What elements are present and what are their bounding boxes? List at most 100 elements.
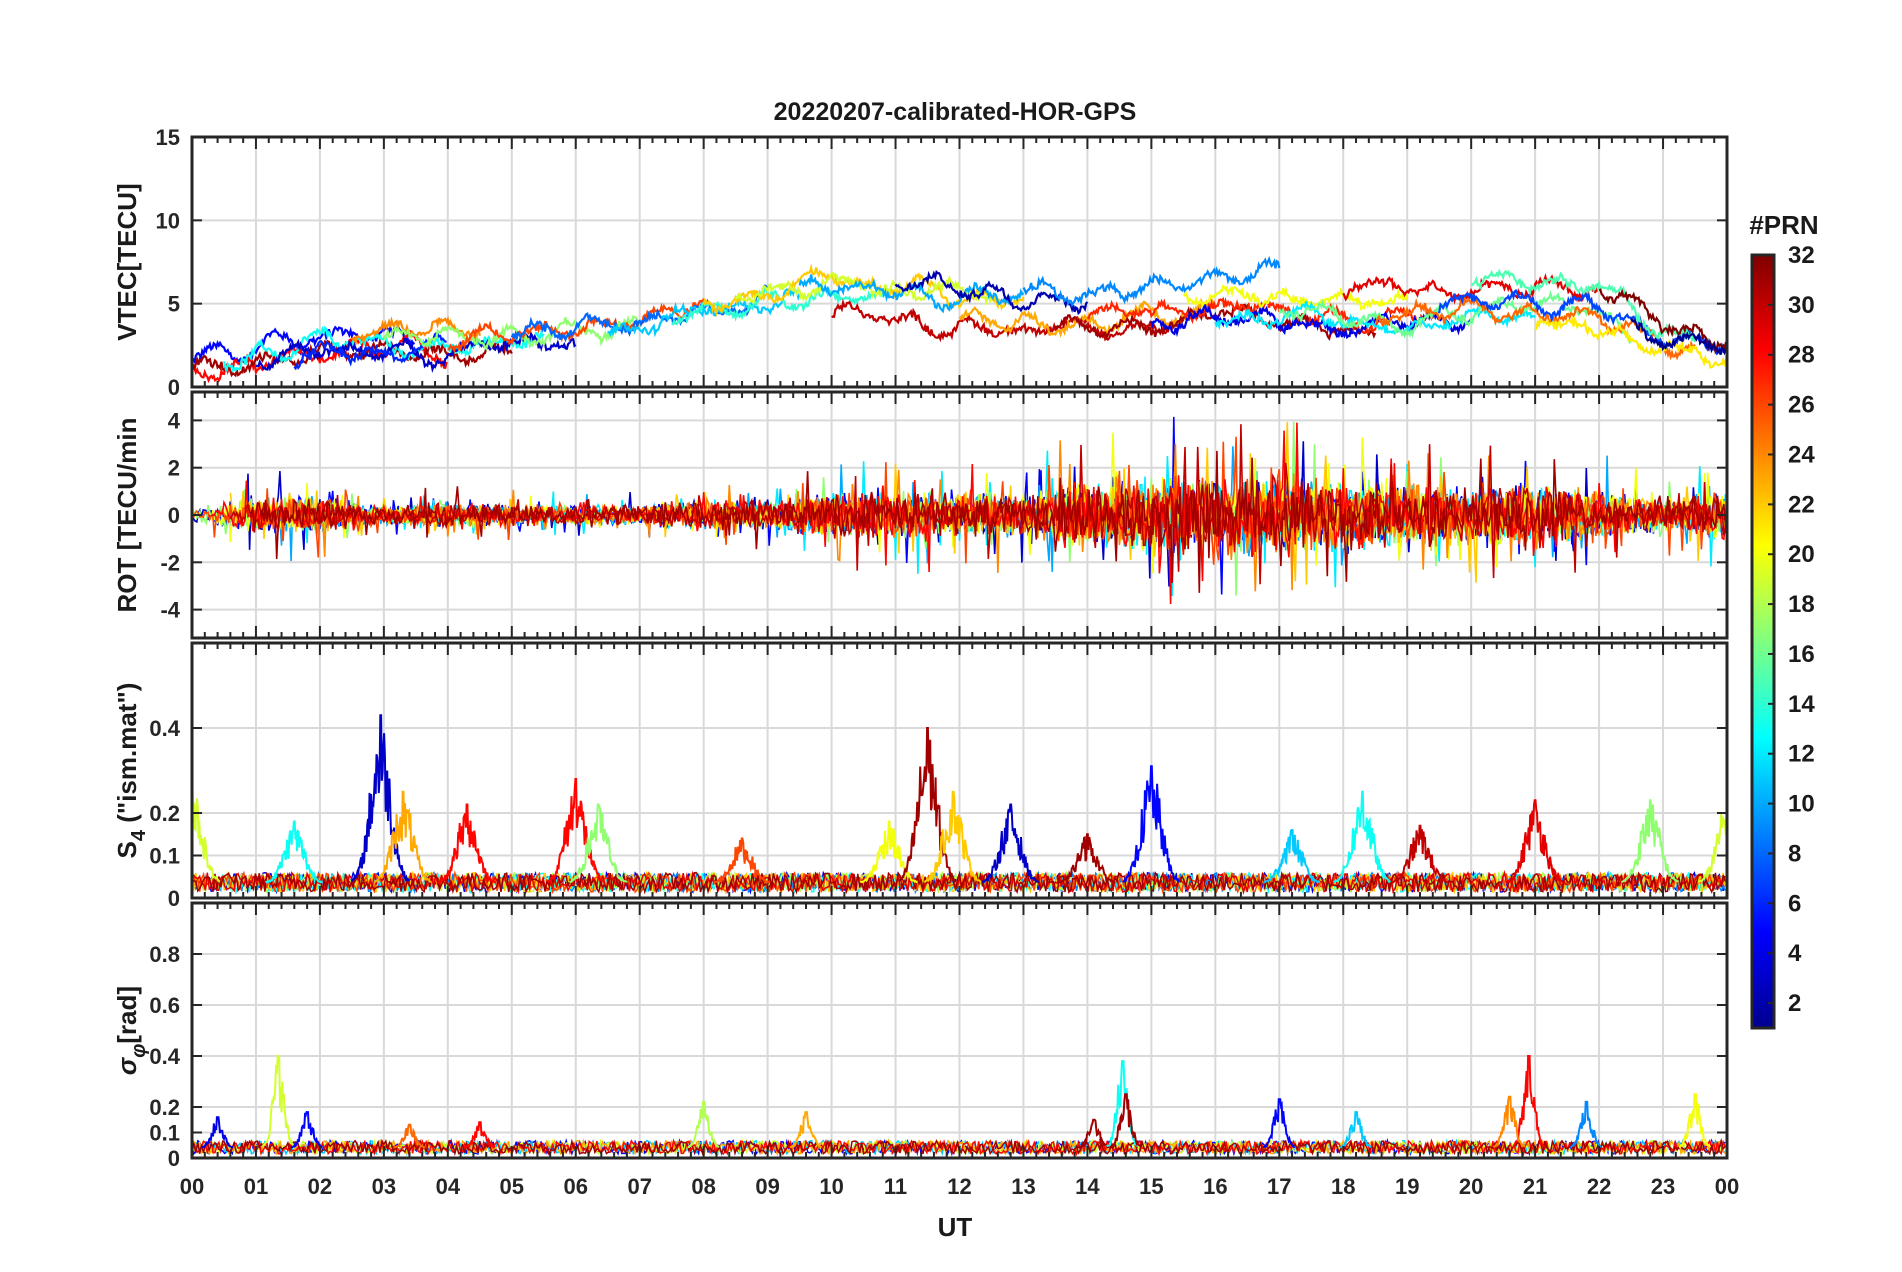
colorbar-bar (1750, 253, 1776, 1030)
colorbar-tick-label: 10 (1788, 791, 1815, 818)
peak-series-prn-24 (1492, 1095, 1526, 1149)
vtec-series-prn-9 (1022, 255, 1281, 308)
colorbar-tick-label: 28 (1788, 342, 1815, 369)
y-tick-label: 0.4 (149, 1044, 180, 1069)
vtec-series-prn-12 (1214, 300, 1536, 337)
colorbar-tick-label: 8 (1788, 840, 1801, 867)
y-tick-label: 5 (168, 292, 180, 317)
vtec-series-prn-17 (382, 314, 641, 351)
peak-series-prn-17 (1621, 799, 1679, 883)
data-series (192, 416, 1727, 605)
data-series (192, 255, 1727, 384)
vtec-series-prn-1 (1630, 317, 1727, 356)
y-axis-label: σφ[rad] (112, 986, 150, 1075)
vtec-series-prn-15 (1470, 268, 1697, 343)
peak-series-prn-4 (201, 1116, 234, 1149)
floor-series-prn-31 (192, 870, 1726, 895)
y-tick-label: 0.2 (149, 1095, 180, 1120)
vtec-series-prn-25 (1374, 294, 1696, 361)
x-tick-label: 17 (1267, 1174, 1291, 1199)
x-tick-label: 08 (691, 1174, 715, 1199)
x-tick-label: 00 (1715, 1174, 1739, 1199)
y-tick-label: -2 (160, 550, 180, 575)
vtec-series-prn-26 (447, 298, 705, 354)
colorbar-tick-label: 32 (1788, 242, 1815, 269)
y-tick-label: 0.1 (149, 844, 180, 869)
x-tick-label: 15 (1139, 1174, 1163, 1199)
y-tick-label: 0.1 (149, 1121, 180, 1146)
x-tick-label: 19 (1395, 1174, 1419, 1199)
peak-series-prn-28 (546, 778, 605, 884)
y-axis-label: VTEC[TECU] (112, 183, 142, 340)
y-tick-label: 0.8 (149, 942, 180, 967)
x-tick-label: 07 (627, 1174, 651, 1199)
x-axis-label: UT (938, 1212, 973, 1242)
vtec-series-prn-11 (607, 286, 801, 338)
peak-series-prn-13 (1333, 790, 1392, 883)
y-tick-label: 0 (168, 375, 180, 400)
y-axis-label: S4 ("ism.mat") (112, 683, 150, 859)
peak-series-prn-25 (393, 1123, 425, 1149)
peak-series-prn-20 (1679, 1093, 1712, 1149)
y-axis-label-main: S (112, 841, 142, 858)
peak-series-prn-19 (192, 778, 221, 883)
colorbar-label: #PRN (1749, 210, 1818, 240)
vtec-series-prn-19 (734, 271, 993, 306)
y-tick-label: 15 (156, 125, 180, 150)
y-axis-label-subscript: φ (128, 1044, 150, 1058)
axis-ticks (191, 903, 1728, 1159)
x-tick-label: 23 (1651, 1174, 1675, 1199)
y-axis-label-subscript: 4 (128, 829, 150, 841)
peak-series-prn-31 (1109, 1093, 1142, 1148)
y-tick-label: -4 (160, 598, 180, 623)
peak-series-prn-28 (437, 803, 497, 884)
y-axis-label: ROT [TECU/min (112, 418, 142, 613)
x-tick-label: 10 (819, 1174, 843, 1199)
peak-series-prn-28 (463, 1121, 496, 1149)
peak-series-prn-9 (1570, 1100, 1603, 1149)
y-tick-label: 0 (168, 886, 180, 911)
colorbar-tick-label: 4 (1788, 940, 1802, 967)
x-tick-label: 22 (1587, 1174, 1611, 1199)
y-tick-label: 10 (156, 208, 180, 233)
peak-series-prn-23 (374, 790, 432, 883)
y-tick-label: 0.4 (149, 716, 180, 741)
colorbar-tick-label: 18 (1788, 591, 1815, 618)
x-tick-label: 11 (884, 1174, 907, 1199)
y-tick-label: 0 (168, 1146, 180, 1171)
x-tick-label: 04 (436, 1174, 461, 1199)
vtec-series-prn-32 (1598, 288, 1727, 355)
y-tick-label: 0 (168, 503, 180, 528)
peak-series-prn-18 (687, 1100, 720, 1149)
peak-series-prn-3 (981, 803, 1039, 883)
x-tick-labels: 00 01 02 03 04 05 06 07 08 09 10 11 12 13 14 15 16 17 18 19… (180, 1174, 1739, 1199)
peak-series-prn-13 (265, 820, 323, 884)
x-tick-label: 05 (500, 1174, 524, 1199)
x-tick-label: 12 (947, 1174, 971, 1199)
panel-frame (190, 135, 1729, 389)
vtec-series-prn-10 (798, 274, 1025, 314)
x-tick-label: 14 (1075, 1174, 1100, 1199)
colorbar-tick-label: 6 (1788, 890, 1801, 917)
colorbar-tick-label: 12 (1788, 741, 1815, 768)
colorbar-tick-label: 24 (1788, 441, 1815, 468)
peak-series-prn-3 (350, 714, 410, 882)
x-tick-label: 16 (1203, 1174, 1227, 1199)
peak-series-prn-23 (789, 1111, 823, 1149)
colorbar-tick-label: 16 (1788, 641, 1815, 668)
panel-frame (190, 390, 1729, 640)
vtec-series-prn-2 (894, 269, 1089, 316)
peak-series-prn-19 (261, 1055, 295, 1148)
peak-series-prn-31 (1058, 833, 1116, 884)
peak-series-prn-26 (713, 837, 771, 884)
peak-series-prn-29 (1505, 799, 1564, 884)
x-tick-label: 03 (372, 1174, 396, 1199)
x-tick-label: 01 (244, 1174, 268, 1199)
panel-frame (190, 641, 1729, 900)
colorbar-tick-label: 22 (1788, 491, 1815, 518)
peak-series-prn-31 (898, 727, 956, 883)
colorbar-tick-label: 26 (1788, 392, 1815, 419)
